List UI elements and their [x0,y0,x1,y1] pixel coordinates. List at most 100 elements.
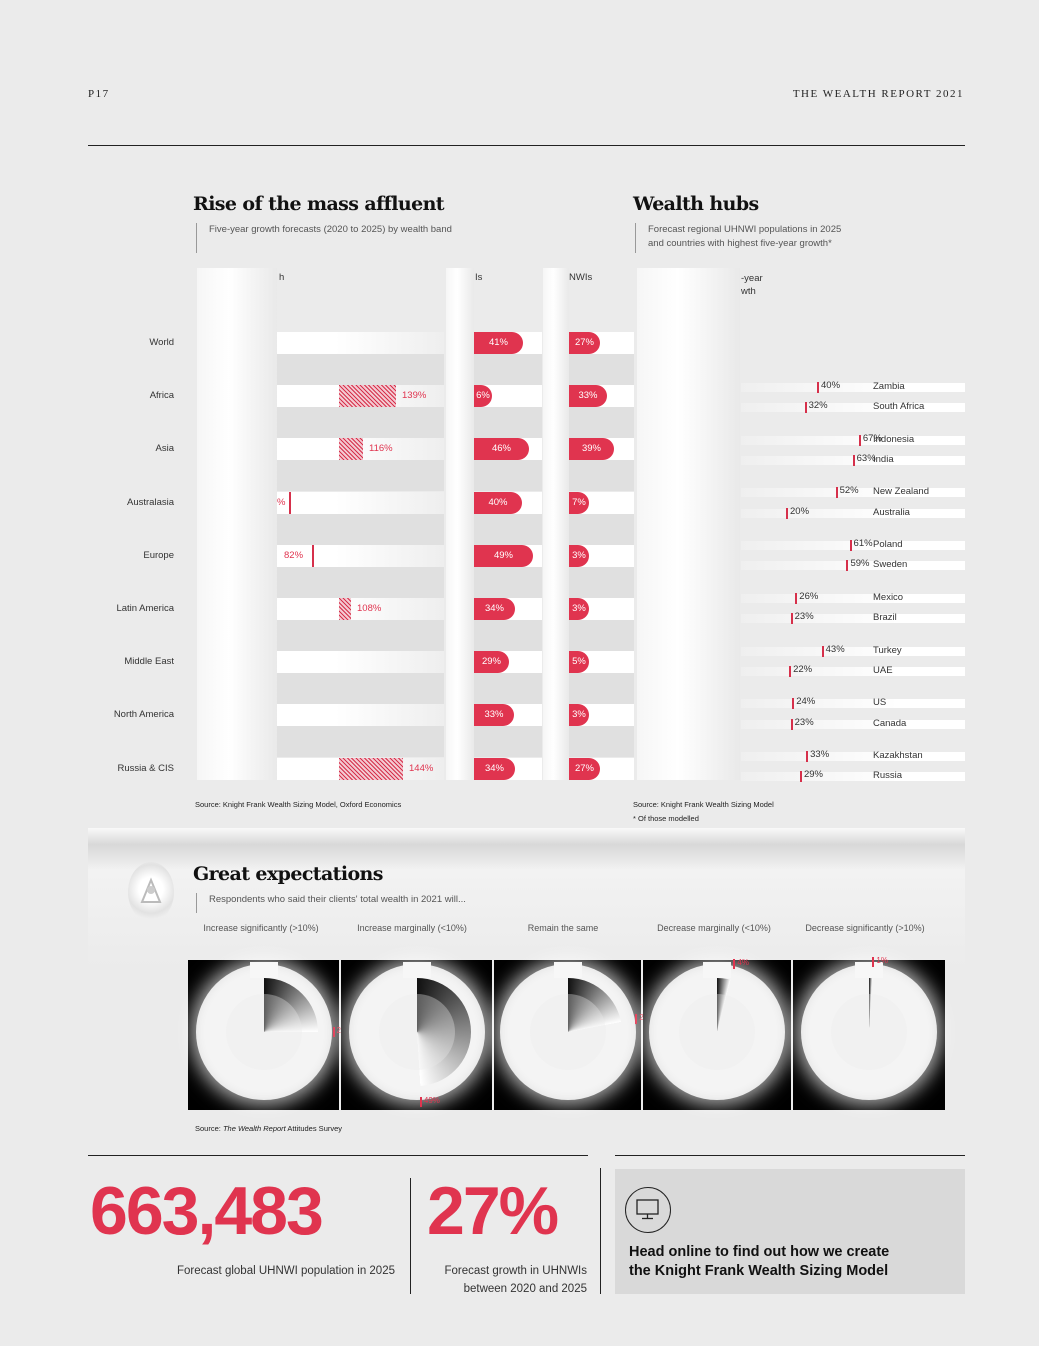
donut-value: 4% [737,958,749,968]
row-gap [474,620,542,651]
donut-chart [348,964,485,1100]
hnwi-pill: 40% [474,491,522,514]
hub-value: 24% [796,696,816,708]
region-label: Latin America [116,603,174,614]
col-header-mass-affluent: h [279,272,285,283]
donut-label: Increase significantly (>10%) [203,923,319,933]
donut-value-tick [419,1096,422,1107]
hnwi-pill: 6% [474,385,492,408]
uhnwi-pill: 27% [569,757,600,780]
donut-hole [529,994,606,1070]
row-gap [569,513,634,545]
hnwi-pill: 34% [474,757,515,780]
hub-country: New Zealand [873,486,929,498]
row-gap [277,513,444,545]
hnwi-pill: 29% [474,651,509,674]
hub-bar [741,699,965,709]
hub-bar [741,561,965,571]
hub-bar [741,403,965,413]
donut-label: Decrease marginally (<10%) [657,923,771,933]
hub-value: 33% [810,748,830,760]
expectations-subtitle: Respondents who said their clients' tota… [196,893,466,913]
hnwi-pill: 33% [474,704,514,727]
donut-hole [225,994,302,1070]
wealth-sizing-link-text[interactable]: Head online to find out how we create th… [629,1243,889,1281]
col-header-hnwi: Is [475,272,483,283]
wealth-hubs-col-header: -year wth [741,272,763,298]
hub-value: 63% [856,453,876,464]
mass-affluent-subtitle: Five-year growth forecasts (2020 to 2025… [196,223,452,253]
hnwi-pill: 34% [474,598,515,620]
hub-country: UAE [873,664,893,676]
mass-affluent-bar [339,438,363,461]
donut-segment [513,978,622,1086]
mass-affluent-value: 108% [357,603,382,614]
row-stripe [277,332,444,354]
hnwi-pill: 41% [474,332,523,354]
hub-marker [846,560,849,572]
wealth-sizing-link[interactable]: Head online to find out how we create th… [615,1169,965,1294]
hub-country: Poland [873,539,903,551]
row-gap [277,566,444,598]
hub-bar [741,488,965,498]
hub-bar [741,383,965,392]
expectations-source-title: The Wealth Report [222,1124,286,1133]
row-gap [474,460,542,492]
hub-bar [741,772,965,782]
region-label: World [149,337,174,348]
donut-segment [209,978,318,1086]
hub-value: 32% [808,400,828,412]
mass-affluent-source: Source: Knight Frank Wealth Sizing Model… [195,800,402,809]
donut-chart [195,964,332,1100]
hub-bar [741,614,965,624]
wealth-hubs-subtitle-line-2: and countries with highest five-year gro… [648,238,832,249]
stats-divider-2 [600,1168,601,1294]
donut-label: Remain the same [527,923,599,933]
region-label: Australasia [127,496,174,508]
hnwi-pill: 49% [474,544,533,567]
uhnwi-pill: 39% [569,438,614,461]
donut-tab [553,962,582,978]
hub-value: 52% [839,485,859,497]
donut-value-tick [872,957,875,968]
hub-marker [858,434,861,446]
donut-hole [378,994,455,1070]
donut-tab [249,962,278,978]
hub-country: Turkey [873,644,902,656]
donut-label: Increase marginally (<10%) [357,923,467,933]
wealth-sizing-link-line-1: Head online to find out how we create [629,1244,890,1260]
row-gap [569,407,634,439]
donut-tab [703,962,731,978]
uhnwi-population-stat: 663,483 [90,1173,324,1249]
hub-marker [804,402,807,414]
hub-value: 26% [799,590,819,602]
mass-affluent-value: 82% [284,549,304,561]
hub-bar [741,541,965,551]
hub-country: Russia [873,770,903,782]
donut-value-tick [332,1027,335,1037]
row-gap [474,566,542,598]
hub-country: Mexico [873,591,904,603]
uhnwi-pill: 3% [569,598,589,620]
hub-country: South Africa [873,401,925,413]
hub-country: Brazil [873,612,897,624]
wealth-hubs-source: Source: Knight Frank Wealth Sizing Model [633,800,774,809]
donut-tab [855,962,883,978]
wealth-hubs-subtitle-line-1: Forecast regional UHNWI populations in 2… [648,224,842,235]
stats-rule-left [88,1155,588,1156]
hub-marker [821,645,824,657]
donut-hole [831,994,907,1070]
expectations-source-prefix: Source: [195,1124,223,1133]
row-gap [277,354,444,385]
mass-affluent-marker [312,544,314,567]
row-gap [569,620,634,651]
hub-bar [741,435,965,445]
mass-affluent-marker [289,491,291,514]
row-gap [474,407,542,439]
mass-affluent-bar [339,385,396,408]
hub-country: India [873,454,894,465]
hub-marker [835,487,838,499]
region-label: Asia [155,443,174,455]
hub-country: Sweden [873,559,908,571]
region-label: Europe [143,549,174,561]
